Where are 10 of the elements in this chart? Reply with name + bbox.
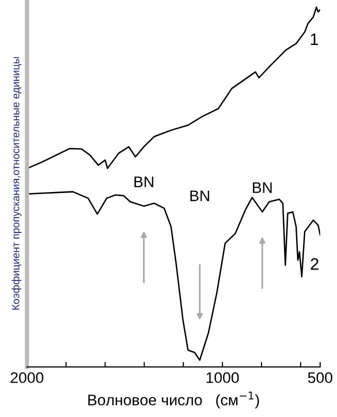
- x-tick-label: 500: [308, 372, 332, 384]
- y-axis-title: Коэффициент пропускания,относительные единицы: [12, 57, 22, 310]
- series-label: 1: [310, 33, 318, 45]
- annotation: BN: [134, 176, 154, 188]
- annotation: BN: [252, 182, 272, 193]
- x-tick-label: 2000: [10, 372, 44, 384]
- series-label: 2: [310, 258, 318, 270]
- x-axis-title: Волновое число (см$^{−1}$): [88, 392, 259, 408]
- x-tick-label: 1000: [206, 372, 239, 384]
- annotation: BN: [190, 190, 210, 202]
